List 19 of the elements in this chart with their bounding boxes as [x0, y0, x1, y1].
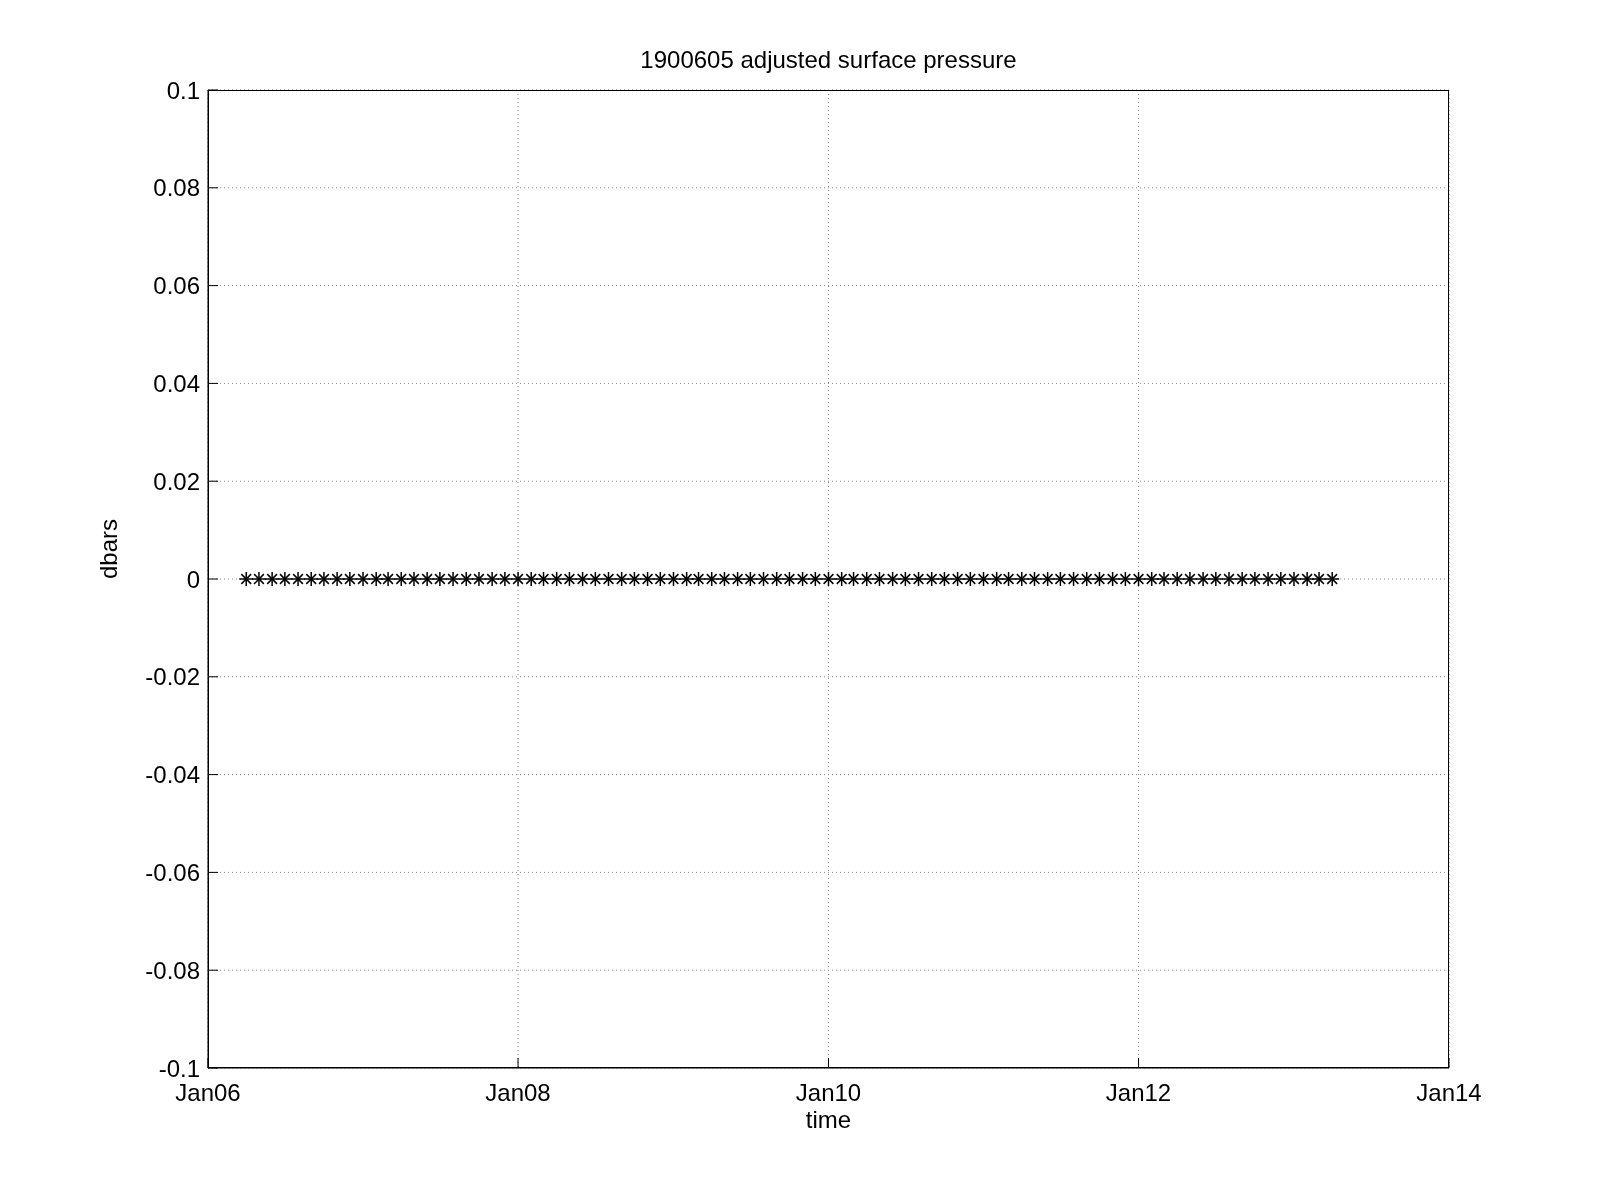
- y-tick-label: -0.06: [145, 858, 200, 886]
- y-tick-label: 0.02: [153, 467, 200, 495]
- x-tick-label: Jan08: [485, 1079, 551, 1107]
- y-tick-label: 0.1: [166, 76, 200, 104]
- y-tick-label: -0.1: [158, 1054, 200, 1082]
- chart-title: 1900605 adjusted surface pressure: [639, 46, 1018, 74]
- y-tick-label: 0: [186, 565, 200, 593]
- y-tick-label: -0.04: [145, 761, 200, 789]
- x-tick-label: Jan10: [795, 1079, 862, 1107]
- x-tick-label: Jan06: [175, 1079, 241, 1107]
- y-tick-label: 0.06: [153, 272, 200, 300]
- x-tick-label: Jan12: [1105, 1079, 1172, 1107]
- y-axis-title: dbars: [94, 518, 122, 579]
- y-tick-label: 0.08: [153, 174, 200, 202]
- y-tick-label: -0.08: [145, 956, 200, 984]
- y-tick-label: 0.04: [153, 369, 200, 397]
- x-tick-label: Jan14: [1416, 1079, 1482, 1107]
- y-tick-label: -0.02: [145, 663, 200, 691]
- x-axis-title: time: [805, 1106, 852, 1133]
